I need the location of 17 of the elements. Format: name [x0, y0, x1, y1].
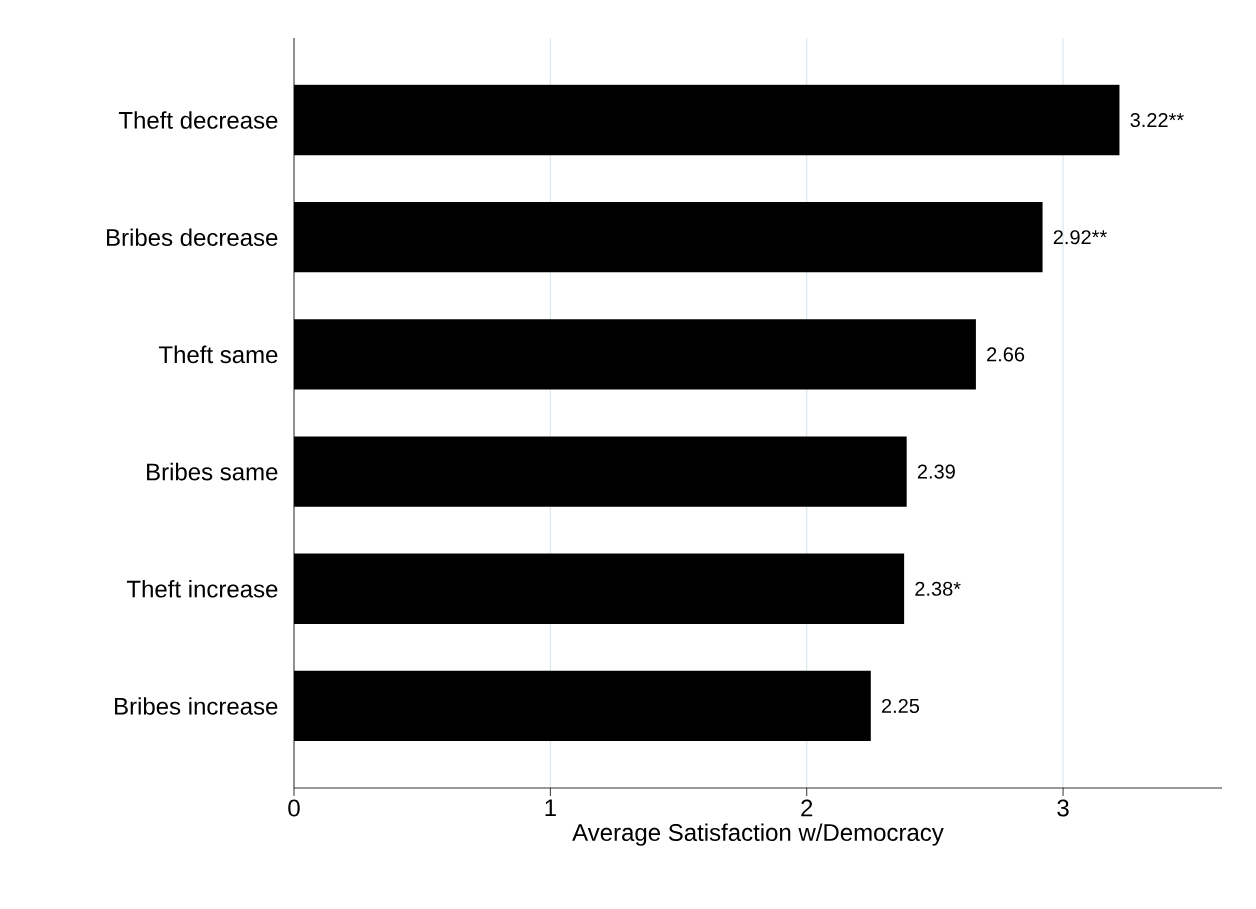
- data-label: 2.92**: [1053, 230, 1107, 245]
- x-axis-title: Average Satisfaction w/Democracy: [572, 823, 944, 846]
- y-tick-label: Bribes same: [147, 462, 278, 481]
- y-tick-label: Theft decrease: [118, 111, 278, 129]
- data-label: 2.38*: [915, 581, 961, 596]
- x-tick-label: 1: [545, 799, 556, 817]
- data-label: 2.39: [917, 464, 955, 479]
- y-tick-label: Bribes decrease: [107, 228, 278, 247]
- y-tick-label: Theft increase: [126, 579, 278, 598]
- x-tick-label: 0: [288, 799, 300, 817]
- data-label: 3.22**: [1130, 112, 1184, 128]
- y-tick-label: Bribes increase: [115, 697, 278, 715]
- y-tick-label: Theft same: [158, 345, 278, 364]
- data-label: 2.66: [987, 347, 1025, 362]
- x-tick-label: 3: [1057, 799, 1069, 817]
- x-tick-label: 2: [801, 799, 813, 817]
- data-label: 2.25: [882, 698, 920, 714]
